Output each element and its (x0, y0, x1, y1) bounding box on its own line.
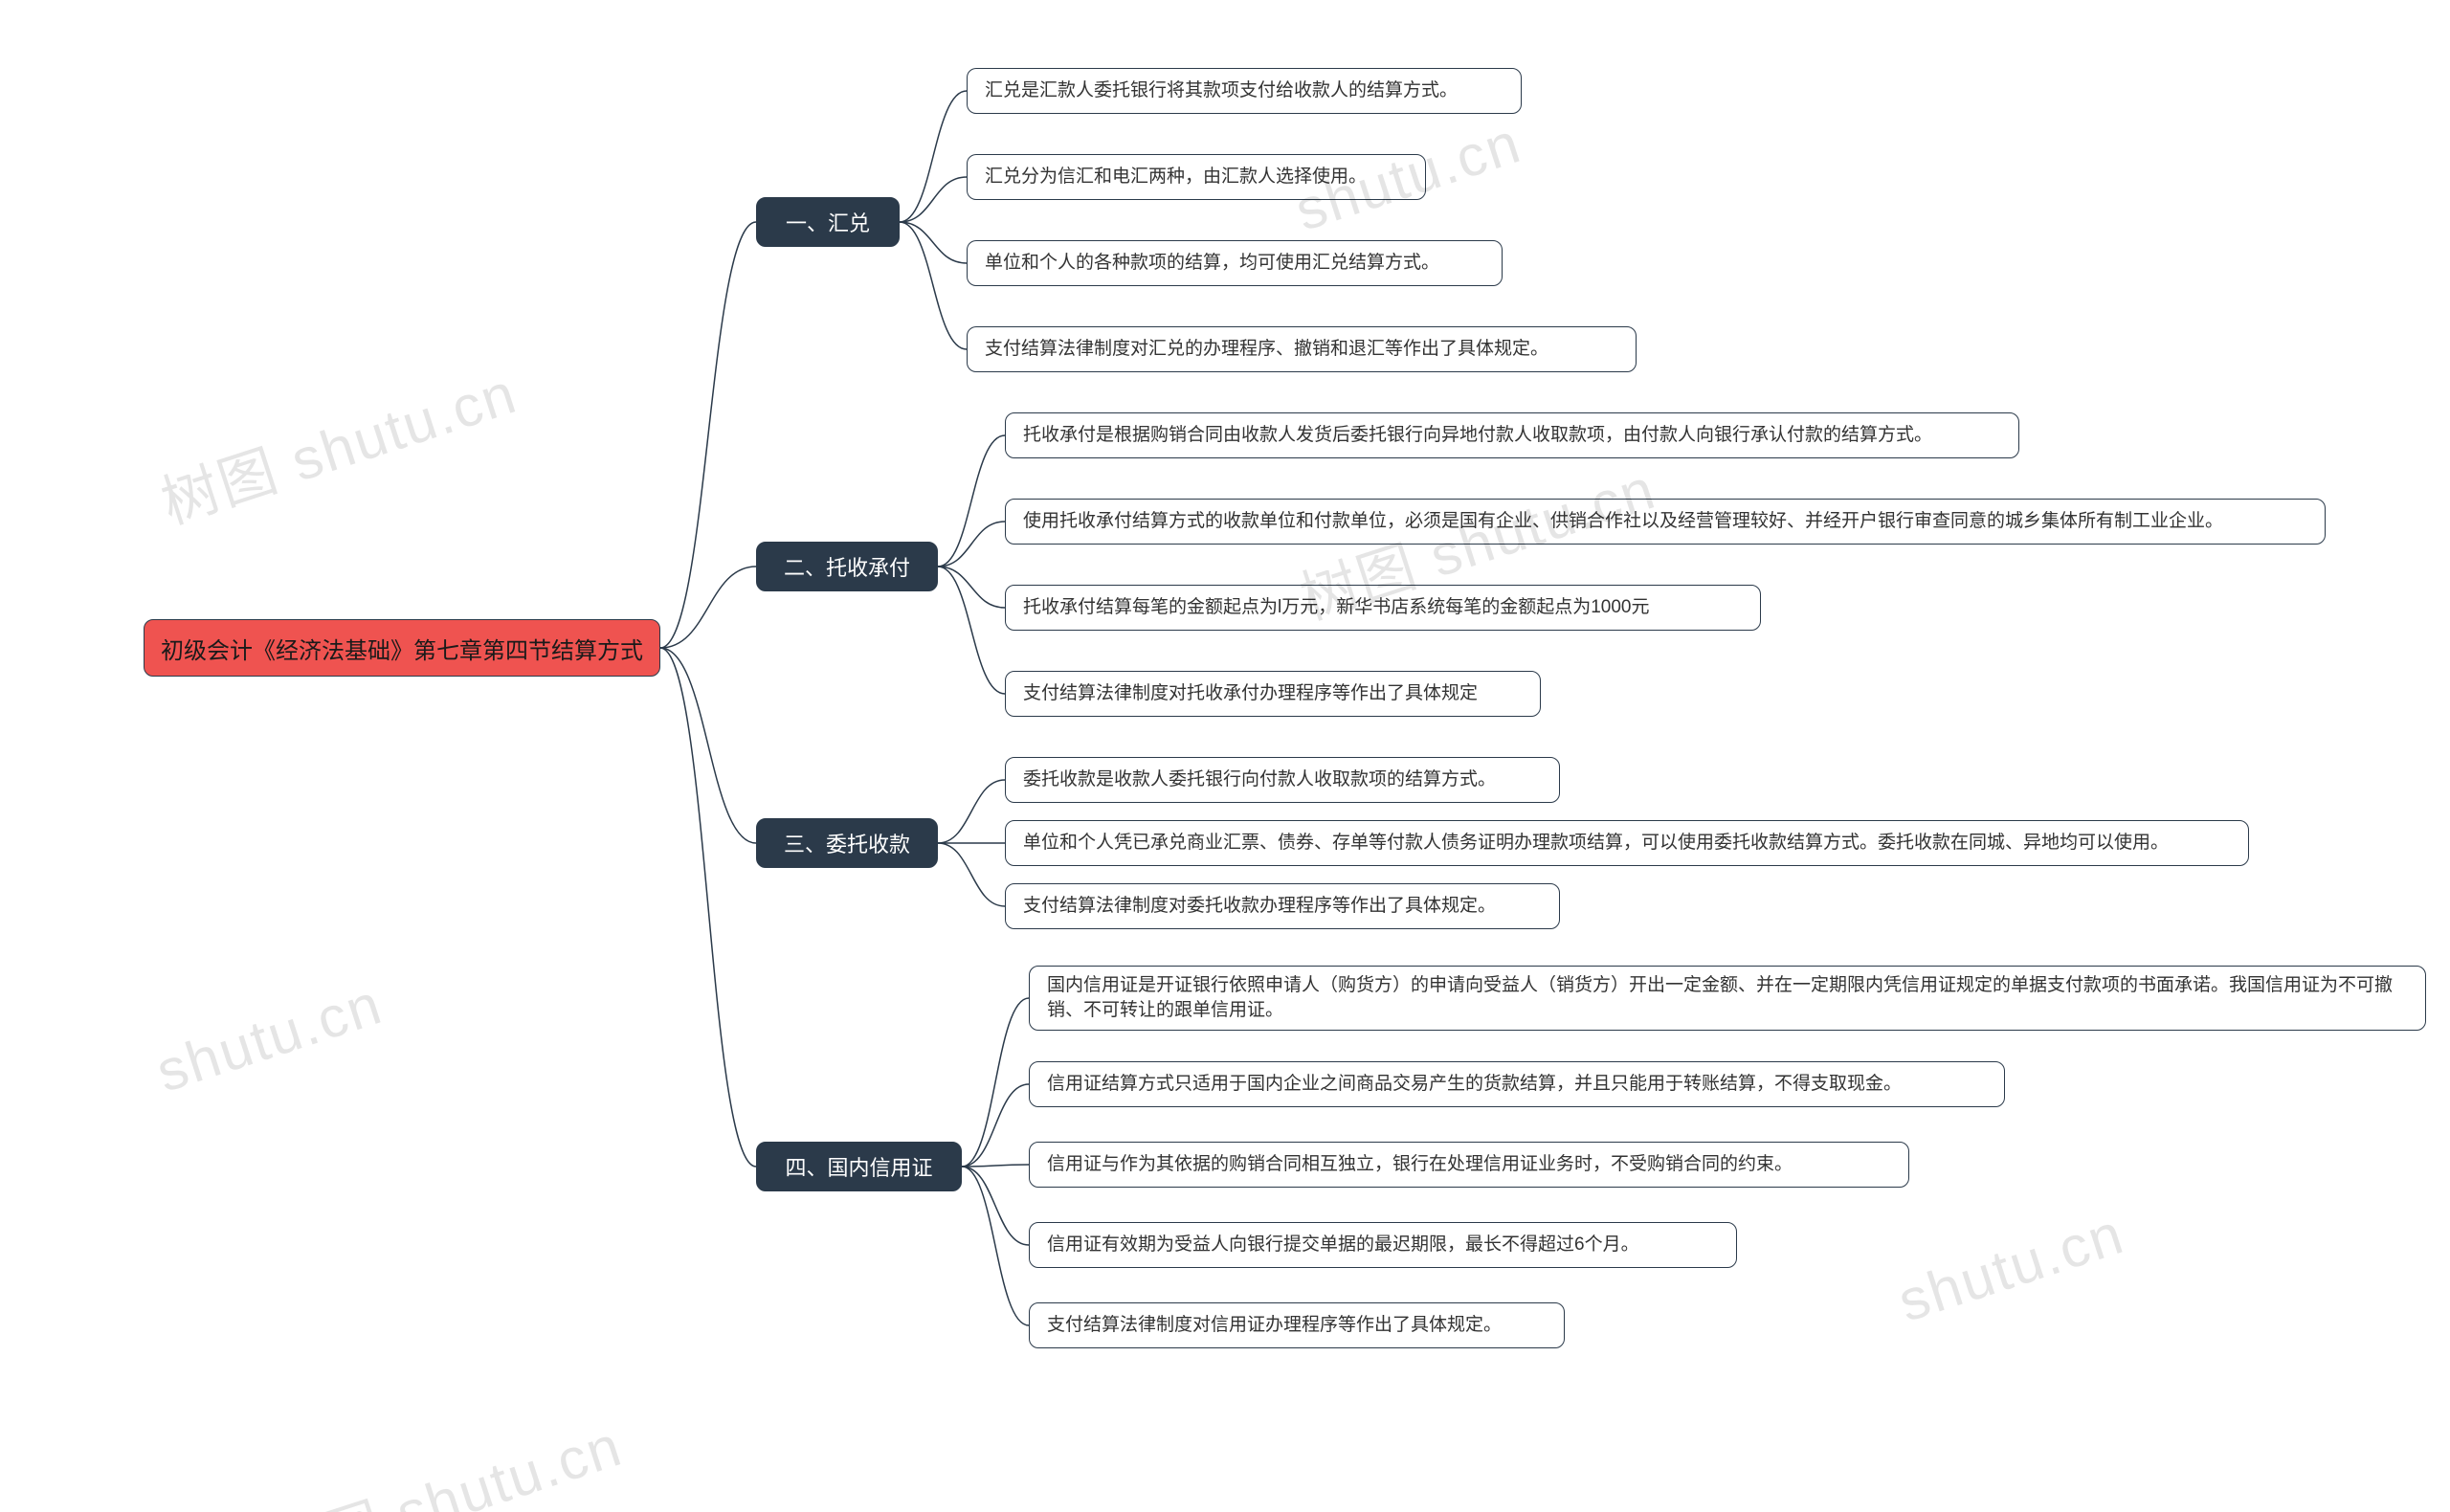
branch-node: 四、国内信用证 (756, 1142, 962, 1191)
leaf-node: 信用证有效期为受益人向银行提交单据的最迟期限，最长不得超过6个月。 (1029, 1222, 1737, 1268)
leaf-node: 托收承付结算每笔的金额起点为l万元，新华书店系统每笔的金额起点为1000元 (1005, 585, 1761, 631)
leaf-node: 托收承付是根据购销合同由收款人发货后委托银行向异地付款人收取款项，由付款人向银行… (1005, 412, 2019, 458)
leaf-node: 支付结算法律制度对委托收款办理程序等作出了具体规定。 (1005, 883, 1560, 929)
leaf-node: 信用证与作为其依据的购销合同相互独立，银行在处理信用证业务时，不受购销合同的约束… (1029, 1142, 1909, 1188)
branch-label: 二、托收承付 (784, 551, 910, 582)
leaf-node: 国内信用证是开证银行依照申请人（购货方）的申请向受益人（销货方）开出一定金额、并… (1029, 966, 2426, 1031)
leaf-node: 委托收款是收款人委托银行向付款人收取款项的结算方式。 (1005, 757, 1560, 803)
leaf-node: 汇兑是汇款人委托银行将其款项支付给收款人的结算方式。 (967, 68, 1522, 114)
branch-label: 一、汇兑 (786, 207, 870, 237)
leaf-node: 支付结算法律制度对信用证办理程序等作出了具体规定。 (1029, 1302, 1565, 1348)
mindmap-root: 初级会计《经济法基础》第七章第四节结算方式 (144, 619, 660, 677)
leaf-label: 信用证有效期为受益人向银行提交单据的最迟期限，最长不得超过6个月。 (1047, 1233, 1639, 1257)
branch-label: 四、国内信用证 (785, 1151, 932, 1182)
leaf-label: 国内信用证是开证银行依照申请人（购货方）的申请向受益人（销货方）开出一定金额、并… (1047, 973, 2408, 1022)
leaf-label: 单位和个人凭已承兑商业汇票、债券、存单等付款人债务证明办理款项结算，可以使用委托… (1023, 831, 2169, 856)
leaf-label: 信用证结算方式只适用于国内企业之间商品交易产生的货款结算，并且只能用于转账结算，… (1047, 1072, 1902, 1097)
leaf-label: 托收承付结算每笔的金额起点为l万元，新华书店系统每笔的金额起点为1000元 (1023, 595, 1650, 620)
leaf-label: 委托收款是收款人委托银行向付款人收取款项的结算方式。 (1023, 767, 1496, 792)
branch-node: 二、托收承付 (756, 542, 938, 591)
root-label: 初级会计《经济法基础》第七章第四节结算方式 (161, 632, 643, 665)
branch-node: 三、委托收款 (756, 818, 938, 868)
leaf-label: 支付结算法律制度对汇兑的办理程序、撤销和退汇等作出了具体规定。 (985, 337, 1548, 362)
leaf-label: 汇兑是汇款人委托银行将其款项支付给收款人的结算方式。 (985, 78, 1458, 103)
branch-node: 一、汇兑 (756, 197, 900, 247)
leaf-node: 单位和个人的各种款项的结算，均可使用汇兑结算方式。 (967, 240, 1503, 286)
watermark: 树图 shutu.cn (149, 347, 526, 541)
leaf-node: 使用托收承付结算方式的收款单位和付款单位，必须是国有企业、供销合作社以及经营管理… (1005, 499, 2326, 545)
branch-label: 三、委托收款 (784, 828, 910, 858)
leaf-label: 使用托收承付结算方式的收款单位和付款单位，必须是国有企业、供销合作社以及经营管理… (1023, 509, 2223, 534)
watermark: shutu.cn (1890, 1200, 2131, 1335)
connector-layer (0, 0, 2450, 1512)
leaf-node: 信用证结算方式只适用于国内企业之间商品交易产生的货款结算，并且只能用于转账结算，… (1029, 1061, 2005, 1107)
leaf-label: 支付结算法律制度对委托收款办理程序等作出了具体规定。 (1023, 894, 1496, 919)
leaf-label: 支付结算法律制度对信用证办理程序等作出了具体规定。 (1047, 1313, 1502, 1338)
leaf-label: 支付结算法律制度对托收承付办理程序等作出了具体规定 (1023, 681, 1478, 706)
watermark: 树图 shutu.cn (255, 1400, 632, 1512)
watermark: shutu.cn (148, 970, 390, 1105)
leaf-node: 汇兑分为信汇和电汇两种，由汇款人选择使用。 (967, 154, 1426, 200)
leaf-label: 信用证与作为其依据的购销合同相互独立，银行在处理信用证业务时，不受购销合同的约束… (1047, 1152, 1793, 1177)
leaf-label: 托收承付是根据购销合同由收款人发货后委托银行向异地付款人收取款项，由付款人向银行… (1023, 423, 1932, 448)
leaf-node: 单位和个人凭已承兑商业汇票、债券、存单等付款人债务证明办理款项结算，可以使用委托… (1005, 820, 2249, 866)
leaf-label: 汇兑分为信汇和电汇两种，由汇款人选择使用。 (985, 165, 1367, 189)
leaf-node: 支付结算法律制度对托收承付办理程序等作出了具体规定 (1005, 671, 1541, 717)
leaf-label: 单位和个人的各种款项的结算，均可使用汇兑结算方式。 (985, 251, 1439, 276)
leaf-node: 支付结算法律制度对汇兑的办理程序、撤销和退汇等作出了具体规定。 (967, 326, 1637, 372)
